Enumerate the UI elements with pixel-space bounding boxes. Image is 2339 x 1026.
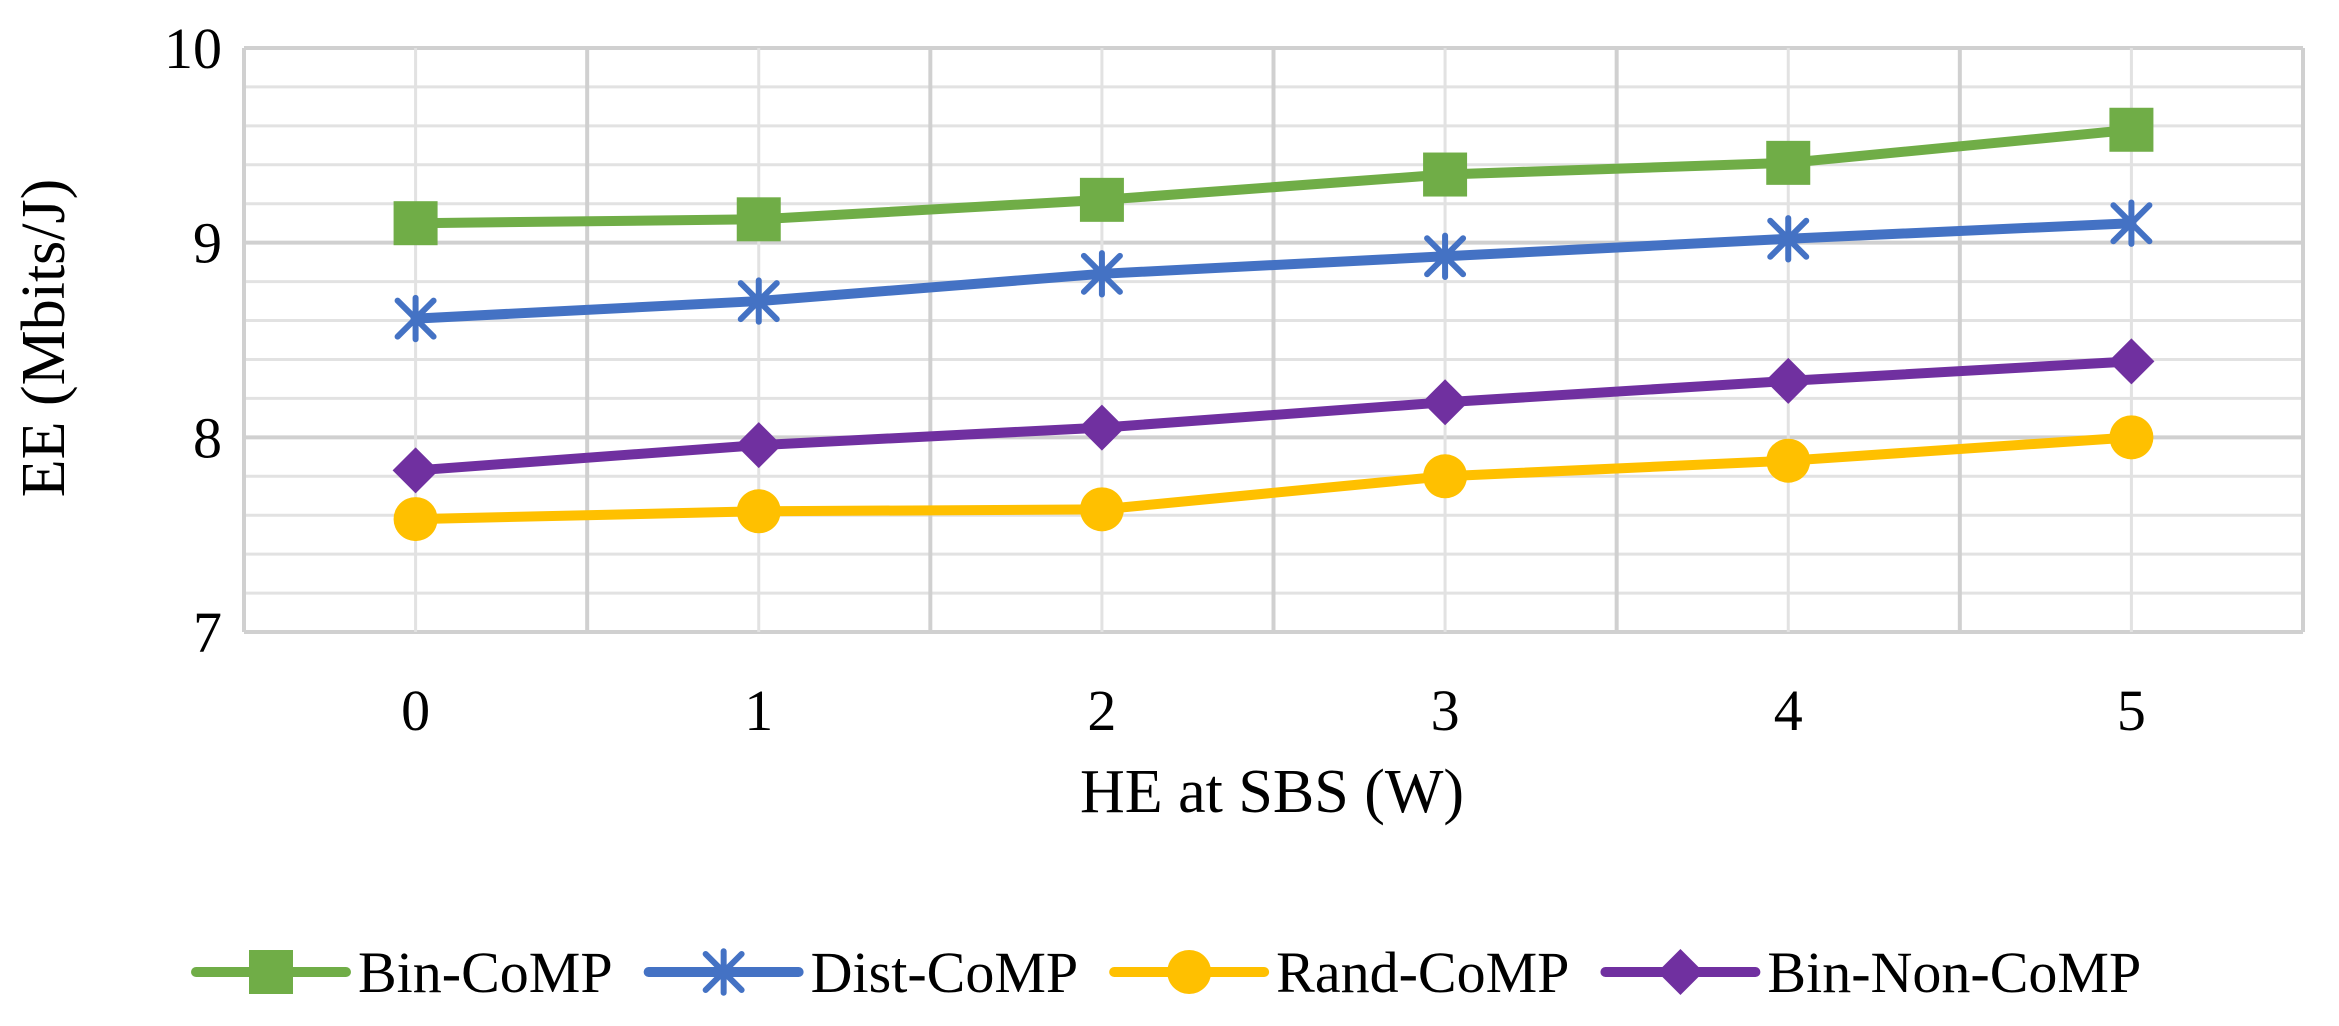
data-point-bin-comp [1423,152,1468,197]
x-tick-label: 1 [744,678,773,743]
data-point-rand-comp [1079,487,1124,532]
legend-label: Bin-CoMP [358,940,613,1005]
y-tick-labels: 7 8 9 10 [164,16,222,665]
legend-swatch-marker [702,948,745,996]
data-point-dist-comp [2110,199,2153,247]
legend-swatch-marker [1657,949,1704,995]
legend-swatch-marker [1167,950,1212,994]
y-tick-label: 10 [164,16,222,81]
legend-label: Bin-Non-CoMP [1767,940,2141,1005]
gridlines [242,46,2305,634]
legend-label: Rand-CoMP [1276,940,1569,1005]
data-point-dist-comp [1424,232,1467,280]
legend-item-bin-comp: Bin-CoMP [191,940,613,1005]
data-point-dist-comp [737,277,780,325]
data-point-rand-comp [736,489,781,534]
legend-swatch-marker [249,950,293,994]
series-line-bin-comp [410,124,2137,229]
x-tick-label: 4 [1774,678,1803,743]
data-point-bin-non-comp [1078,404,1125,451]
series-layer [392,107,2155,542]
x-tick-label: 2 [1087,678,1116,743]
series-line-rand-comp [410,432,2137,525]
data-point-bin-comp [1766,140,1811,185]
legend-item-dist-comp: Dist-CoMP [643,940,1079,1005]
y-tick-label: 7 [193,600,222,665]
legend-item-bin-non-comp: Bin-Non-CoMP [1600,940,2141,1005]
series-line-dist-comp [410,218,2137,324]
series-bin-non-comp [392,338,2155,494]
data-point-dist-comp [1767,215,1810,263]
series-line-bin-non-comp [410,356,2137,476]
y-axis-label: EE (Mbits/J) [10,179,78,498]
data-point-bin-non-comp [1422,379,1469,426]
data-point-bin-comp [2109,107,2154,152]
legend-item-rand-comp: Rand-CoMP [1109,940,1569,1005]
data-point-bin-non-comp [735,422,782,469]
y-tick-label: 8 [193,405,222,470]
data-point-rand-comp [2109,415,2154,460]
x-tick-labels: 0 1 2 3 4 5 [401,678,2146,743]
data-point-rand-comp [1766,438,1811,483]
data-point-rand-comp [393,497,438,542]
data-point-dist-comp [1080,250,1123,298]
x-axis-label: HE at SBS (W) [1080,758,1464,826]
series-dist-comp [394,199,2153,343]
data-point-bin-non-comp [1765,357,1812,404]
series-bin-comp [393,107,2154,246]
y-tick-label: 9 [193,211,222,276]
data-point-bin-comp [736,197,781,242]
data-point-bin-non-comp [2108,338,2155,385]
legend: Bin-CoMP Dist-CoMP Rand-CoMP Bin-Non-CoMP [191,940,2141,1005]
legend-label: Dist-CoMP [811,940,1079,1005]
x-tick-label: 0 [401,678,430,743]
data-point-bin-comp [393,201,438,246]
data-point-dist-comp [394,294,437,343]
data-point-bin-comp [1079,177,1124,222]
series-rand-comp [393,415,2154,542]
x-tick-label: 3 [1431,678,1460,743]
data-point-bin-non-comp [392,447,439,494]
data-point-rand-comp [1423,454,1468,499]
plot-area: 7 8 9 10 0 1 2 3 4 5 [164,16,2305,743]
x-tick-label: 5 [2117,678,2146,743]
